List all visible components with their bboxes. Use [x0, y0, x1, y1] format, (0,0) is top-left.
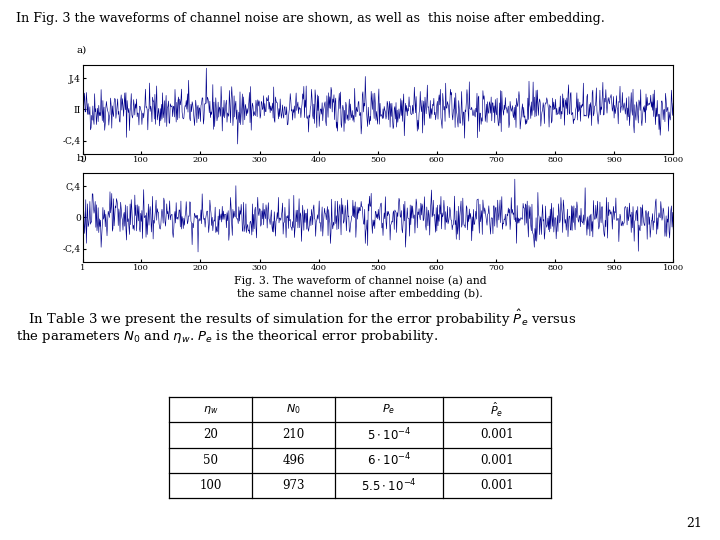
Text: In Fig. 3 the waveforms of channel noise are shown, as well as  this noise after: In Fig. 3 the waveforms of channel noise… [16, 12, 605, 25]
Text: $5.5 \cdot 10^{-4}$: $5.5 \cdot 10^{-4}$ [361, 477, 417, 494]
Text: 100: 100 [199, 479, 222, 492]
Text: $6 \cdot 10^{-4}$: $6 \cdot 10^{-4}$ [366, 452, 411, 469]
Text: 20: 20 [203, 428, 218, 442]
Text: $5 \cdot 10^{-4}$: $5 \cdot 10^{-4}$ [366, 427, 411, 443]
Text: $\eta_w$: $\eta_w$ [203, 403, 218, 416]
Text: 210: 210 [282, 428, 305, 442]
Text: 50: 50 [203, 454, 218, 467]
Text: In Table 3 we present the results of simulation for the error probability $\hat{: In Table 3 we present the results of sim… [16, 308, 576, 329]
Text: $\hat{P}_e$: $\hat{P}_e$ [490, 401, 503, 418]
Text: Fig. 3. The waveform of channel noise (a) and: Fig. 3. The waveform of channel noise (a… [234, 275, 486, 286]
Text: 0.001: 0.001 [480, 479, 513, 492]
Text: 0.001: 0.001 [480, 428, 513, 442]
Text: $P_e$: $P_e$ [382, 403, 395, 416]
Text: 0.001: 0.001 [480, 454, 513, 467]
Text: a): a) [77, 45, 87, 54]
Text: the parameters $N_0$ and $\eta_w$. $P_e$ is the theorical error probability.: the parameters $N_0$ and $\eta_w$. $P_e$… [16, 328, 438, 345]
Text: 973: 973 [282, 479, 305, 492]
Text: the same channel noise after embedding (b).: the same channel noise after embedding (… [237, 289, 483, 300]
Text: b): b) [77, 153, 88, 162]
Text: 21: 21 [686, 517, 702, 530]
Text: 496: 496 [282, 454, 305, 467]
Text: $N_0$: $N_0$ [286, 403, 301, 416]
